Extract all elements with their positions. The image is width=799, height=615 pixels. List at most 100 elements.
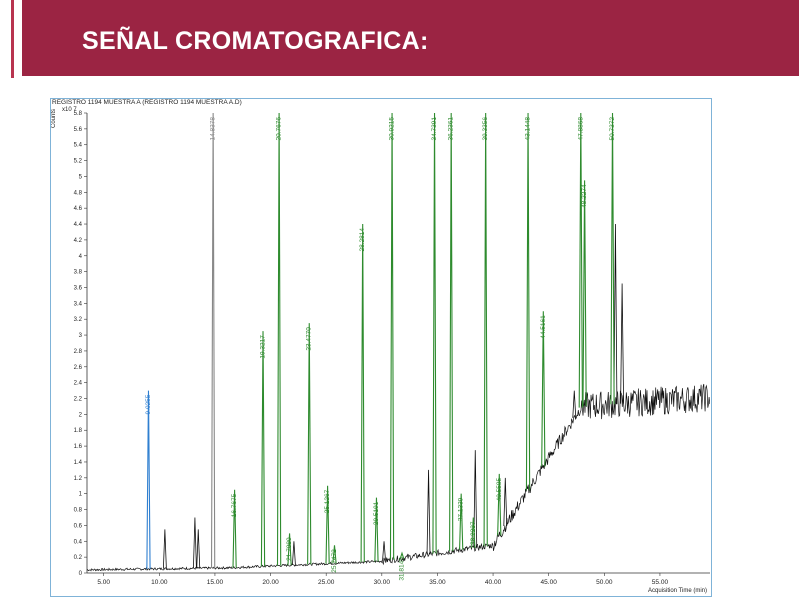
- baseline-trace: [86, 383, 710, 572]
- peak-line: [232, 489, 237, 568]
- peak-line: [276, 112, 282, 566]
- peak-label: 20.7676: [276, 117, 283, 141]
- minor-peak: [382, 541, 386, 561]
- peak-label: 23.4770: [306, 327, 313, 351]
- y-tick-label: 2.4: [74, 381, 83, 387]
- y-tick-label: 5.8: [74, 111, 83, 117]
- y-tick-label: 5.6: [74, 127, 83, 133]
- peak-label: 36.2361: [448, 117, 455, 141]
- peak-line: [287, 533, 292, 566]
- y-tick-label: 0: [79, 571, 83, 577]
- minor-peak: [292, 541, 296, 566]
- minor-peak: [613, 224, 618, 405]
- x-axis-label: Acquisition Time (min): [648, 588, 707, 594]
- minor-peak: [620, 283, 625, 404]
- peak-label: 47.8868: [577, 117, 584, 141]
- y-tick-label: 4.2: [74, 238, 83, 244]
- y-tick-label: 3.4: [74, 301, 83, 307]
- peak-label: 21.7080: [286, 537, 293, 561]
- x-tick-label: 40.00: [485, 579, 502, 586]
- peak-line: [471, 517, 476, 549]
- peak-label: 28.2814: [359, 228, 366, 252]
- y-tick-label: 4.6: [74, 206, 83, 212]
- x-tick-label: 20.00: [262, 579, 279, 586]
- peak-label: 37.1339: [458, 497, 465, 521]
- x-tick-label: 15.00: [207, 579, 224, 586]
- y-tick-label: 1.6: [74, 444, 83, 450]
- peak-label: 48.2274: [581, 184, 588, 208]
- y-multiplier: x10 7: [62, 107, 77, 113]
- y-tick-label: 2: [79, 412, 83, 418]
- minor-peak: [196, 529, 201, 569]
- minor-peak: [473, 450, 478, 548]
- peak-line: [459, 493, 464, 550]
- peak-line: [399, 551, 405, 559]
- y-tick-label: 3.6: [74, 285, 83, 291]
- peak-label: 25.7472: [331, 549, 338, 573]
- y-tick-label: 1: [79, 492, 83, 498]
- y-tick-label: 5.2: [74, 159, 83, 165]
- y-tick-label: 2.6: [74, 365, 83, 371]
- peak-line: [432, 112, 437, 554]
- peak-line: [449, 112, 454, 552]
- x-tick-label: 5.00: [97, 579, 110, 586]
- y-tick-label: 5: [79, 174, 83, 180]
- peak-line: [582, 180, 587, 407]
- peak-line: [610, 112, 615, 405]
- peak-label: 9.0255: [145, 394, 152, 414]
- peak-label: 44.5161: [540, 315, 547, 339]
- x-tick-label: 50.00: [596, 579, 613, 586]
- minor-peak: [426, 469, 431, 555]
- y-tick-label: 1.2: [74, 476, 83, 482]
- peak-line: [146, 390, 151, 569]
- chromatogram-chart: REGISTRO 1194 MUESTRA A (REGISTRO 1194 M…: [50, 98, 712, 597]
- peak-label: 29.5191: [373, 501, 380, 525]
- peak-label: 50.7372: [609, 117, 616, 141]
- peak-line: [325, 485, 330, 564]
- y-tick-label: 4: [79, 254, 83, 260]
- peak-line: [541, 311, 546, 467]
- peak-label: 25.1267: [324, 489, 331, 513]
- x-tick-label: 55.00: [652, 579, 669, 586]
- title-banner: SEÑAL CROMATOGRAFICA:: [22, 0, 799, 76]
- y-tick-label: 3.2: [74, 317, 83, 323]
- y-tick-label: 0.2: [74, 555, 83, 561]
- y-tick-label: 4.4: [74, 222, 83, 228]
- peak-line: [360, 224, 365, 563]
- peak-label: 30.9215: [389, 117, 396, 141]
- peak-label: 34.7391: [431, 117, 438, 141]
- y-tick-label: 4.8: [74, 190, 83, 196]
- minor-peak: [572, 390, 577, 418]
- peak-label: 40.5585: [496, 477, 503, 501]
- minor-peak: [162, 529, 167, 569]
- accent-line: [11, 0, 14, 78]
- peak-label: 43.1448: [525, 117, 532, 141]
- peak-line: [525, 112, 531, 491]
- peak-line: [210, 112, 216, 569]
- x-tick-label: 45.00: [541, 579, 558, 586]
- x-tick-label: 30.00: [374, 579, 391, 586]
- y-tick-label: 3.8: [74, 270, 83, 276]
- peak-label: 38.2237: [470, 521, 477, 545]
- peak-line: [389, 112, 395, 560]
- chromatogram-plot: 0 0.2 0.4 0.6 0.8 1 1.2 1.4 1.6 1.8 2 2.2 2.4 2.6 2.8 3…: [74, 111, 710, 594]
- x-tick-label: 35.00: [429, 579, 446, 586]
- peak-label: 39.3356: [482, 117, 489, 141]
- minor-peak: [503, 477, 508, 527]
- peak-line: [483, 112, 488, 547]
- peak-label: 14.8378: [210, 117, 217, 141]
- x-tick-label: 25.00: [318, 579, 335, 586]
- y-tick-label: 2.8: [74, 349, 83, 355]
- peak-label: 19.3217: [260, 335, 267, 359]
- peak-line: [374, 497, 379, 562]
- y-tick-label: 3: [79, 333, 83, 339]
- y-tick-label: 2.2: [74, 397, 83, 403]
- peak-label: 31.8145: [398, 557, 405, 581]
- y-tick-label: 0.4: [74, 539, 83, 545]
- peak-line: [578, 112, 583, 408]
- y-tick-label: 1.4: [74, 460, 83, 466]
- page-title: SEÑAL CROMATOGRAFICA:: [82, 27, 429, 55]
- peak-line: [497, 473, 502, 536]
- minor-peak: [193, 517, 197, 569]
- peak-line: [332, 545, 337, 564]
